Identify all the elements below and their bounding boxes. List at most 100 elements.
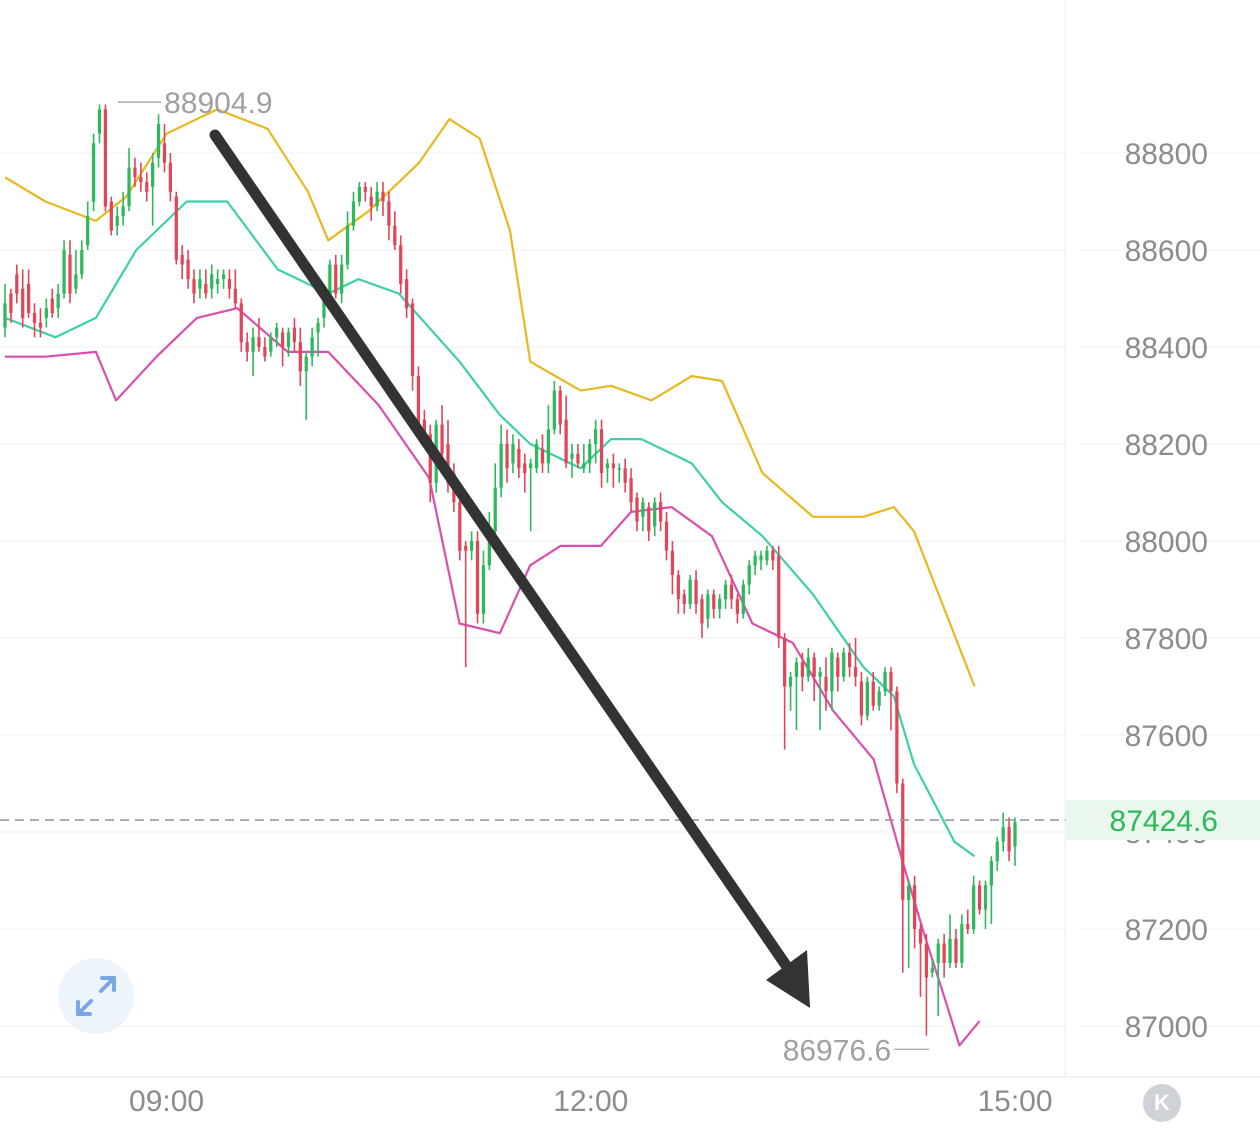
y-tick-label: 87000	[1125, 1011, 1208, 1044]
candle-up	[375, 191, 379, 207]
candle-up	[877, 691, 881, 706]
candle-up	[56, 293, 60, 309]
candle-up	[830, 652, 834, 692]
candle-up	[972, 885, 976, 929]
candle-up	[481, 565, 486, 614]
candle-up	[995, 841, 999, 862]
candle-down	[21, 288, 25, 318]
candle-up	[594, 429, 598, 444]
candle-down	[676, 574, 680, 600]
candle-down	[464, 545, 468, 551]
candle-down	[15, 274, 19, 294]
candle-down	[564, 419, 568, 464]
candle-up	[842, 652, 846, 677]
candle-down	[192, 279, 196, 294]
candle-down	[174, 196, 178, 260]
candle-up	[74, 274, 78, 289]
candle-down	[836, 657, 840, 677]
candle-down	[664, 521, 669, 551]
candle-down	[912, 885, 917, 929]
candle-down	[186, 259, 190, 280]
candle-up	[216, 279, 220, 284]
candle-up	[765, 550, 769, 561]
candle-up	[221, 274, 226, 280]
candle-up	[617, 468, 621, 470]
candle-up	[3, 303, 7, 328]
candle-up	[275, 327, 279, 338]
candle-down	[204, 283, 208, 294]
candle-up	[251, 337, 255, 352]
candle-down	[298, 342, 302, 372]
candle-up	[91, 143, 96, 202]
candle-down	[334, 264, 338, 294]
y-tick-label: 88200	[1125, 429, 1208, 462]
candle-down	[440, 424, 444, 454]
candle-down	[68, 254, 72, 294]
candle-up	[62, 250, 66, 294]
candle-up	[718, 599, 722, 609]
candle-up	[818, 671, 822, 677]
y-tick-label: 87800	[1125, 623, 1208, 656]
kline-toggle-button[interactable]: K	[1143, 1084, 1181, 1122]
candle-up	[741, 584, 745, 614]
y-tick-label: 87600	[1125, 720, 1208, 753]
candle-up	[351, 201, 356, 226]
candle-up	[930, 967, 934, 973]
candle-up	[788, 676, 793, 687]
candle-up	[529, 463, 533, 469]
expand-button[interactable]	[58, 958, 134, 1034]
candle-down	[257, 337, 261, 347]
candle-down	[712, 594, 716, 609]
candle-up	[806, 657, 810, 677]
candle-down	[422, 419, 426, 440]
candle-up	[469, 541, 474, 551]
x-tick-label: 15:00	[977, 1085, 1052, 1118]
candle-down	[428, 434, 432, 483]
candle-up	[907, 885, 911, 900]
candle-up	[747, 565, 751, 585]
expand-icon	[76, 976, 116, 1016]
candle-up	[570, 453, 574, 459]
candle-down	[977, 885, 982, 910]
candle-up	[552, 390, 556, 430]
candle-up	[759, 555, 763, 561]
candle-down	[109, 201, 113, 231]
candle-up	[357, 186, 362, 202]
candle-down	[729, 584, 734, 600]
candle-up	[534, 444, 539, 469]
candle-down	[812, 657, 816, 677]
trend-arrow-head	[766, 950, 810, 1008]
candle-down	[410, 303, 415, 377]
candle-up	[310, 337, 314, 357]
candle-down	[9, 293, 13, 314]
candle-down	[889, 671, 893, 692]
candle-up	[641, 502, 645, 517]
bollinger-lower-line	[5, 307, 981, 1047]
candle-down	[670, 550, 675, 575]
candle-down	[162, 143, 167, 163]
candle-down	[1007, 827, 1011, 852]
candle-down	[399, 245, 403, 284]
candle-down	[576, 453, 580, 464]
candle-up	[588, 444, 592, 464]
high-price-label: 88904.9	[164, 87, 272, 120]
candle-down	[859, 681, 864, 716]
candle-up	[286, 332, 291, 347]
candle-up	[210, 274, 214, 289]
candle-down	[611, 463, 615, 469]
candle-down	[505, 444, 509, 469]
candle-down	[381, 191, 385, 202]
candle-up	[44, 308, 48, 318]
y-tick-label: 88800	[1125, 138, 1208, 171]
candle-down	[783, 638, 787, 687]
candle-down	[682, 594, 686, 605]
candle-down	[853, 667, 858, 677]
candle-down	[280, 332, 285, 347]
low-price-label: 86976.6	[783, 1034, 891, 1067]
candle-up	[345, 225, 350, 265]
candle-up	[865, 681, 869, 716]
candle-down	[523, 463, 527, 474]
candle-up	[1001, 827, 1005, 842]
